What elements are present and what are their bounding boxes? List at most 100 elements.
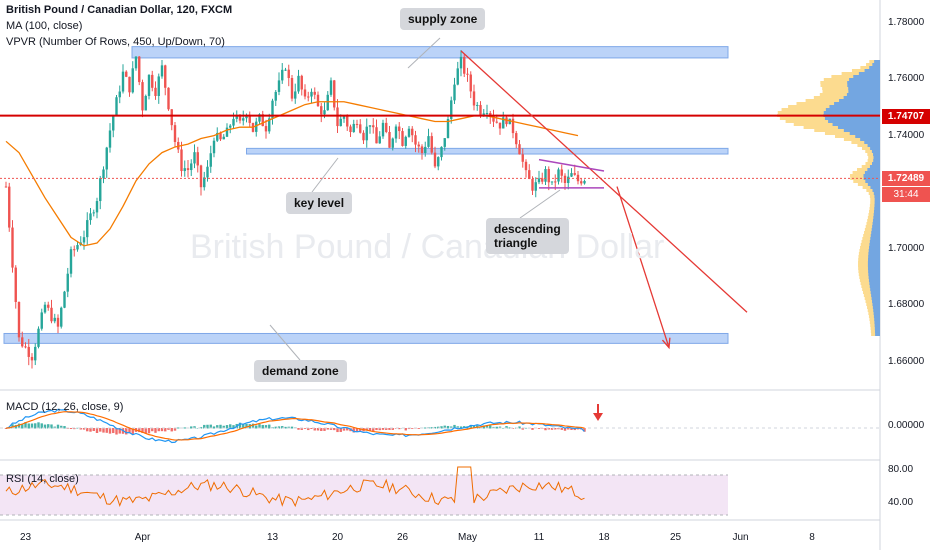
vpvr-row-up-90 — [874, 330, 880, 333]
macd-histogram-bar-37 — [245, 423, 248, 429]
candle-body-9.5 — [66, 273, 69, 292]
vpvr-row-up-88 — [874, 324, 880, 327]
candle-body-4 — [30, 356, 34, 361]
candle-body-46.5 — [307, 96, 310, 98]
ma-indicator-label[interactable]: MA (100, close) — [6, 20, 83, 32]
macd-histogram-bar-22 — [147, 428, 151, 434]
macd-histogram-bar-83 — [544, 428, 547, 431]
macd-histogram-bar-41.5 — [274, 426, 277, 429]
macd-histogram-bar-87 — [570, 428, 573, 430]
macd-histogram-bar-79 — [518, 426, 521, 429]
candle-body-56.5 — [372, 125, 375, 128]
candle-body-69 — [453, 84, 456, 101]
candle-body-3.5 — [27, 346, 30, 357]
macd-histogram-bar-34 — [225, 425, 229, 429]
symbol-title[interactable]: British Pound / Canadian Dollar, 120, FX… — [6, 4, 233, 16]
vpvr-row-up-66 — [867, 258, 880, 261]
macd-histogram-bar-79.5 — [521, 428, 524, 430]
vpvr-indicator-label[interactable]: VPVR (Number Of Rows, 450, Up/Down, 70) — [6, 36, 225, 48]
time-axis-tick: 26 — [396, 532, 409, 543]
macd-histogram-bar-22.5 — [151, 428, 154, 432]
candle-body-31.5 — [209, 153, 212, 167]
vpvr-row-up-86 — [874, 318, 880, 321]
resistance-price-tag: 1.74707 — [882, 108, 930, 124]
macd-histogram-bar-29 — [193, 426, 196, 429]
time-axis-tick: Apr — [134, 532, 151, 543]
rsi-axis-label-80: 80.00 — [888, 464, 914, 475]
candle-body-73 — [479, 104, 482, 115]
candle-body-30 — [199, 165, 203, 188]
candle-body-83.5 — [547, 169, 550, 183]
macd-histogram-bar-17.5 — [118, 428, 121, 434]
candle-body-4.5 — [34, 346, 37, 361]
macd-histogram-bar-14 — [95, 428, 99, 433]
macd-histogram-bar-38.5 — [255, 425, 258, 429]
macd-histogram-bar-30 — [199, 427, 203, 429]
candle-body-40.5 — [268, 118, 271, 132]
candle-body-53.5 — [352, 123, 355, 133]
candle-body-14 — [95, 201, 99, 213]
macd-histogram-bar-56 — [368, 428, 372, 432]
candle-body-8 — [56, 317, 60, 327]
vpvr-row-up-29 — [870, 147, 880, 150]
rsi-axis-label-40: 40.00 — [888, 497, 914, 508]
macd-line — [5, 408, 585, 444]
macd-histogram-bar-67.5 — [443, 425, 446, 429]
macd-histogram-bar-77 — [505, 426, 508, 429]
macd-histogram-bar-60.5 — [398, 428, 401, 430]
rsi-indicator-label[interactable]: RSI (14, close) — [6, 473, 79, 485]
candle-body-25.5 — [170, 109, 173, 126]
candle-body-12.5 — [86, 220, 89, 238]
candle-body-64 — [420, 146, 424, 154]
vpvr-row-up-16 — [825, 108, 880, 111]
macd-histogram-bar-4.5 — [34, 423, 37, 429]
macd-histogram-bar-19.5 — [131, 428, 134, 434]
candle-body-15.5 — [105, 147, 108, 170]
projection-arrow-head — [661, 337, 671, 350]
candle-body-82.5 — [541, 178, 544, 182]
candle-body-76 — [498, 122, 502, 129]
candle-body-61 — [401, 131, 404, 146]
candle-body-62.5 — [411, 128, 414, 136]
candle-body-62 — [407, 128, 411, 137]
macd-histogram-bar-5.5 — [40, 423, 43, 429]
macd-histogram-bar-62 — [407, 428, 411, 430]
candle-body-70.5 — [463, 56, 466, 74]
macd-histogram-bar-13 — [89, 428, 92, 432]
macd-histogram-bar-64.5 — [424, 427, 427, 429]
chart-watermark: British Pound / Canadian Dollar — [190, 228, 665, 266]
macd-histogram-bar-46.5 — [307, 428, 310, 431]
vpvr-row-up-10 — [848, 90, 880, 93]
vpvr-row-up-17 — [823, 111, 880, 114]
candle-body-50 — [329, 80, 333, 95]
vpvr-row-up-74 — [869, 282, 880, 285]
vpvr-row-up-41 — [867, 183, 880, 186]
macd-histogram-bar-32.5 — [216, 425, 219, 429]
macd-histogram-bar-11 — [76, 427, 79, 429]
macd-histogram-bar-69.5 — [456, 426, 459, 429]
candle-body-18.5 — [125, 71, 128, 77]
candle-body-6 — [43, 304, 47, 313]
key-level-pointer — [311, 157, 339, 193]
macd-indicator-label[interactable]: MACD (12, 26, close, 9) — [6, 401, 124, 413]
candle-body-7 — [50, 307, 53, 322]
candle-body-5.5 — [40, 312, 43, 329]
vpvr-row-up-4 — [858, 72, 880, 75]
macd-histogram-bar-15 — [102, 428, 105, 433]
candle-body-19 — [128, 76, 131, 93]
macd-histogram-bar-25.5 — [170, 428, 173, 432]
candle-body-46 — [303, 89, 307, 97]
candle-body-16 — [108, 130, 112, 148]
macd-histogram-bar-74.5 — [489, 425, 492, 429]
vpvr-row-up-48 — [874, 204, 880, 207]
candle-body-41 — [271, 100, 274, 119]
macd-histogram-bar-3 — [24, 422, 27, 429]
candle-body-86 — [563, 175, 567, 184]
vpvr-row-up-69 — [867, 267, 880, 270]
vpvr-row-up-12 — [843, 96, 880, 99]
candle-body-27 — [180, 149, 183, 172]
time-axis-tick: 8 — [809, 532, 815, 543]
candle-body-84 — [550, 181, 554, 183]
candle-body-33 — [219, 132, 222, 140]
